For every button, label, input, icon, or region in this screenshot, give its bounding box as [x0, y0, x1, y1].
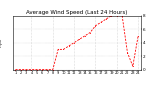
- Title: Average Wind Speed (Last 24 Hours): Average Wind Speed (Last 24 Hours): [26, 10, 128, 15]
- Text: mph: mph: [0, 38, 3, 47]
